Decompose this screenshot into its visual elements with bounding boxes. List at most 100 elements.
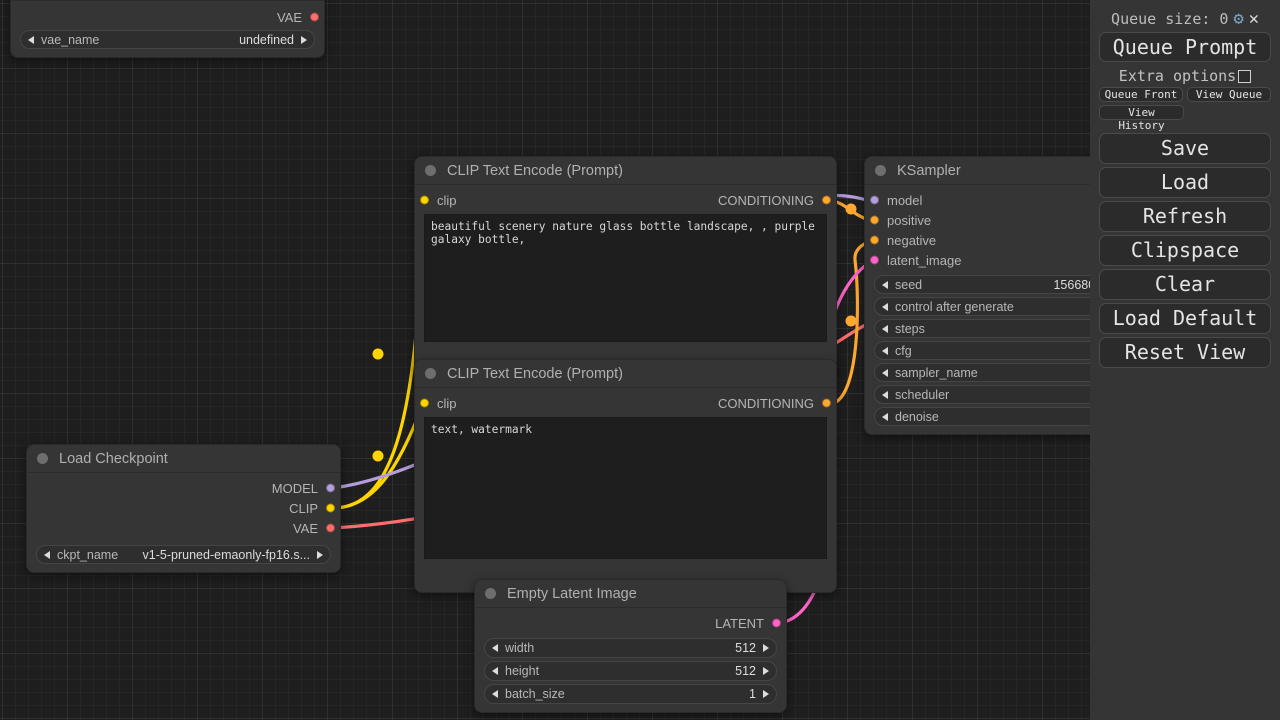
widget-cfg[interactable]: cfg: [874, 341, 1090, 360]
decrement-arrow-icon[interactable]: [882, 412, 888, 421]
input-slot-model[interactable]: model: [865, 190, 1090, 210]
clear-button[interactable]: Clear: [1099, 268, 1271, 300]
node-body: LATENT width 512 height 512 batch_size 1: [475, 608, 786, 712]
gear-icon[interactable]: ⚙: [1233, 8, 1244, 29]
clip-output-dot-icon[interactable]: [326, 503, 335, 513]
queue-prompt-button[interactable]: Queue Prompt: [1099, 32, 1271, 62]
collapse-dot-icon[interactable]: [425, 368, 436, 379]
input-slot-positive[interactable]: positive: [865, 210, 1090, 230]
output-slot-latent[interactable]: LATENT: [475, 613, 786, 633]
conditioning-input-dot-icon[interactable]: [870, 215, 879, 225]
save-button[interactable]: Save: [1099, 132, 1271, 164]
widget-seed[interactable]: seed 1566802087: [874, 275, 1090, 294]
node-title-bar[interactable]: Load Checkpoint: [27, 445, 340, 473]
prompt-textarea[interactable]: beautiful scenery nature glass bottle la…: [424, 214, 827, 342]
conditioning-input-dot-icon[interactable]: [870, 235, 879, 245]
io-row: clip CONDITIONING: [415, 393, 836, 413]
load-default-button[interactable]: Load Default: [1099, 302, 1271, 334]
node-title-text: KSampler: [897, 162, 961, 179]
decrement-arrow-icon[interactable]: [882, 346, 888, 355]
extra-options-row: Extra options: [1099, 65, 1271, 87]
decrement-arrow-icon[interactable]: [492, 644, 498, 652]
decrement-arrow-icon[interactable]: [882, 280, 888, 289]
node-title-bar[interactable]: KSampler: [865, 157, 1090, 185]
node-vae-loader[interactable]: VAE vae_name undefined: [10, 0, 325, 58]
collapse-dot-icon[interactable]: [485, 588, 496, 599]
node-ksampler[interactable]: KSampler model positive negative latent_…: [864, 156, 1090, 435]
load-button[interactable]: Load: [1099, 166, 1271, 198]
widget-label: vae_name: [41, 32, 100, 47]
widget-batch-size[interactable]: batch_size 1: [484, 684, 777, 704]
graph-canvas[interactable]: VAE vae_name undefined Load Checkpoint M…: [0, 0, 1090, 720]
view-queue-button[interactable]: View Queue: [1187, 87, 1271, 102]
decrement-arrow-icon[interactable]: [44, 550, 50, 559]
widget-label: cfg: [895, 343, 912, 358]
collapse-dot-icon[interactable]: [425, 165, 436, 176]
decrement-arrow-icon[interactable]: [28, 35, 34, 44]
output-slot-conditioning[interactable]: CONDITIONING: [718, 193, 836, 208]
reset-view-button[interactable]: Reset View: [1099, 336, 1271, 368]
input-slot-clip[interactable]: clip: [415, 396, 457, 411]
queue-buttons-row: Queue Front View Queue: [1099, 87, 1271, 102]
refresh-button[interactable]: Refresh: [1099, 200, 1271, 232]
increment-arrow-icon[interactable]: [763, 690, 769, 698]
input-slot-clip[interactable]: clip: [415, 193, 457, 208]
node-clip-text-encode-positive[interactable]: CLIP Text Encode (Prompt) clip CONDITION…: [414, 156, 837, 378]
conditioning-output-dot-icon[interactable]: [822, 398, 831, 408]
output-slot-clip[interactable]: CLIP: [27, 498, 340, 518]
node-title-bar[interactable]: CLIP Text Encode (Prompt): [415, 360, 836, 388]
node-title-bar[interactable]: CLIP Text Encode (Prompt): [415, 157, 836, 185]
widget-label: scheduler: [895, 387, 950, 402]
queue-front-button[interactable]: Queue Front: [1099, 87, 1183, 102]
output-slot-conditioning[interactable]: CONDITIONING: [718, 396, 836, 411]
decrement-arrow-icon[interactable]: [492, 690, 498, 698]
output-slot-vae[interactable]: VAE: [27, 518, 340, 538]
widget-vae-name[interactable]: vae_name undefined: [20, 30, 315, 49]
clip-input-dot-icon[interactable]: [420, 398, 429, 408]
vae-output-dot-icon[interactable]: [326, 523, 335, 533]
model-output-dot-icon[interactable]: [326, 483, 335, 493]
clipspace-button[interactable]: Clipspace: [1099, 234, 1271, 266]
collapse-dot-icon[interactable]: [37, 453, 48, 464]
widget-scheduler[interactable]: scheduler: [874, 385, 1090, 404]
widget-control-after-generate[interactable]: control after generate ran: [874, 297, 1090, 316]
latent-input-dot-icon[interactable]: [870, 255, 879, 265]
model-input-dot-icon[interactable]: [870, 195, 879, 205]
node-empty-latent-image[interactable]: Empty Latent Image LATENT width 512 heig…: [474, 579, 787, 713]
output-slot-vae[interactable]: VAE: [11, 7, 324, 27]
input-label: latent_image: [887, 252, 962, 268]
decrement-arrow-icon[interactable]: [882, 324, 888, 333]
conditioning-output-dot-icon[interactable]: [822, 195, 831, 205]
decrement-arrow-icon[interactable]: [882, 368, 888, 377]
widget-value: undefined: [239, 32, 294, 47]
increment-arrow-icon[interactable]: [317, 550, 323, 559]
node-title-bar[interactable]: [11, 0, 324, 1]
widget-sampler-name[interactable]: sampler_name: [874, 363, 1090, 382]
close-icon[interactable]: ✕: [1248, 8, 1259, 29]
extra-options-checkbox[interactable]: [1238, 69, 1252, 83]
latent-output-dot-icon[interactable]: [772, 618, 781, 628]
node-load-checkpoint[interactable]: Load Checkpoint MODEL CLIP VAE ckpt_name…: [26, 444, 341, 573]
widget-ckpt-name[interactable]: ckpt_name v1-5-pruned-emaonly-fp16.s...: [36, 545, 331, 564]
increment-arrow-icon[interactable]: [763, 644, 769, 652]
widget-steps[interactable]: steps: [874, 319, 1090, 338]
node-title-bar[interactable]: Empty Latent Image: [475, 580, 786, 608]
output-label: CLIP: [289, 500, 318, 516]
prompt-textarea[interactable]: text, watermark: [424, 417, 827, 559]
increment-arrow-icon[interactable]: [301, 35, 307, 44]
view-history-button[interactable]: View History: [1099, 105, 1184, 131]
input-slot-latent-image[interactable]: latent_image: [865, 250, 1090, 270]
vae-output-dot-icon[interactable]: [310, 12, 319, 22]
widget-height[interactable]: height 512: [484, 661, 777, 681]
widget-denoise[interactable]: denoise: [874, 407, 1090, 426]
output-slot-model[interactable]: MODEL: [27, 478, 340, 498]
decrement-arrow-icon[interactable]: [882, 390, 888, 399]
collapse-dot-icon[interactable]: [875, 165, 886, 176]
decrement-arrow-icon[interactable]: [492, 667, 498, 675]
clip-input-dot-icon[interactable]: [420, 195, 429, 205]
decrement-arrow-icon[interactable]: [882, 302, 888, 311]
input-slot-negative[interactable]: negative: [865, 230, 1090, 250]
node-clip-text-encode-negative[interactable]: CLIP Text Encode (Prompt) clip CONDITION…: [414, 359, 837, 593]
increment-arrow-icon[interactable]: [763, 667, 769, 675]
widget-width[interactable]: width 512: [484, 638, 777, 658]
